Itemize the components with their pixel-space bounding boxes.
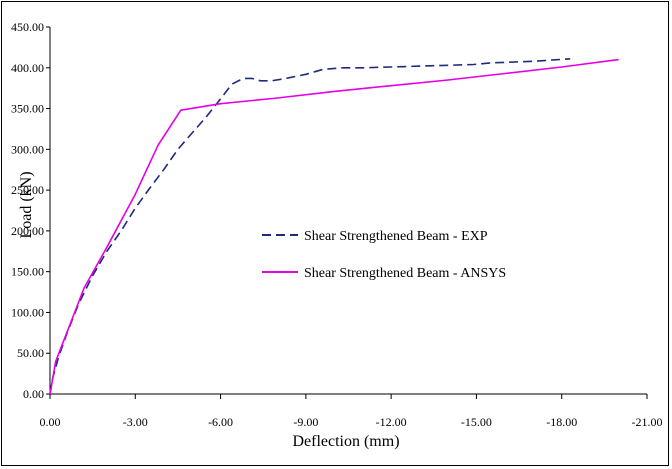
x-tick-label: -6.00 (208, 415, 233, 429)
x-tick-label: -18.00 (546, 415, 577, 429)
x-tick-label: -9.00 (293, 415, 318, 429)
y-tick-label: 400.00 (11, 61, 44, 75)
y-tick-label: 0.00 (23, 387, 44, 401)
legend: Shear Strengthened Beam - EXP Shear Stre… (262, 229, 506, 281)
y-tick-label: 50.00 (17, 346, 44, 360)
x-tick-label: -12.00 (376, 415, 407, 429)
y-tick-label: 100.00 (11, 305, 44, 319)
y-axis-title: Load (kN) (18, 171, 35, 238)
x-tick-label: -3.00 (123, 415, 148, 429)
y-tick-label: 200.00 (11, 224, 44, 238)
y-tick-label: 350.00 (11, 102, 44, 116)
y-tick-label: 250.00 (11, 183, 44, 197)
tick-marks: 0.00 50.00 100.00 150.00 200.00 250.00 300.00 3… (11, 20, 663, 429)
series-line-exp (49, 58, 571, 395)
series-line-ansys (49, 58, 619, 395)
series-layer (49, 58, 619, 395)
axes (49, 27, 647, 395)
x-tick-label: 0.00 (40, 415, 61, 429)
y-tick-label: 150.00 (11, 265, 44, 279)
legend-label-ansys: Shear Strengthened Beam - ANSYS (304, 266, 506, 281)
x-tick-label: -21.00 (632, 415, 663, 429)
x-axis-title: Deflection (mm) (292, 433, 399, 450)
legend-label-exp: Shear Strengthened Beam - EXP (304, 229, 488, 244)
y-tick-label: 300.00 (11, 142, 44, 156)
y-tick-label: 450.00 (11, 20, 44, 34)
x-tick-label: -15.00 (461, 415, 492, 429)
